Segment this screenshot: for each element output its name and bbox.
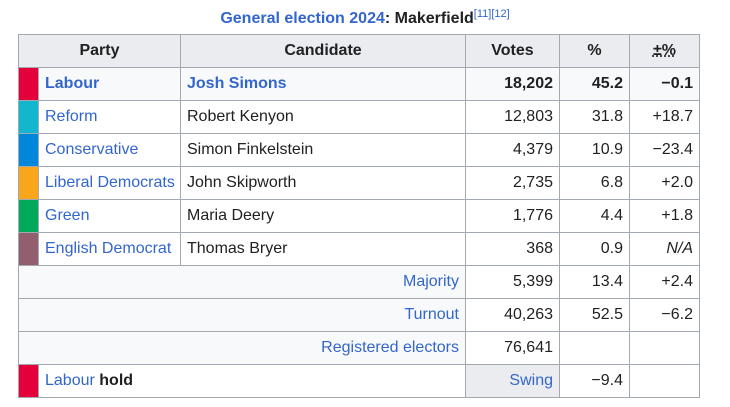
registered-percent-empty	[559, 331, 630, 365]
header-change: ±%	[629, 34, 700, 68]
party-link[interactable]: English Democrat	[38, 232, 181, 266]
majority-votes: 5,399	[465, 265, 560, 299]
party-color-swatch	[18, 100, 39, 134]
swing-value: −9.4	[559, 364, 630, 398]
candidate-name: Thomas Bryer	[180, 232, 466, 266]
majority-row: Majority 5,399 13.4 +2.4	[18, 265, 700, 299]
registered-change-empty	[629, 331, 700, 365]
turnout-change: −6.2	[629, 298, 700, 332]
swing-label[interactable]: Swing	[465, 364, 560, 398]
candidate-row: Green Maria Deery 1,776 4.4 +1.8	[18, 199, 700, 233]
party-color-swatch	[18, 133, 39, 167]
candidate-name: Maria Deery	[180, 199, 466, 233]
candidate-percent: 4.4	[559, 199, 630, 233]
candidate-name: Simon Finkelstein	[180, 133, 466, 167]
candidate-votes: 368	[465, 232, 560, 266]
election-results-table: Party Candidate Votes % ±% Labour Josh Si…	[18, 34, 700, 398]
header-candidate: Candidate	[180, 34, 466, 68]
party-color-swatch	[18, 199, 39, 233]
party-color-swatch	[18, 67, 39, 101]
candidate-change: +1.8	[629, 199, 700, 233]
registered-label[interactable]: Registered electors	[18, 331, 466, 365]
constituency-name: Makerfield	[394, 10, 474, 27]
party-link[interactable]: Green	[38, 199, 181, 233]
turnout-votes: 40,263	[465, 298, 560, 332]
party-link[interactable]: Labour	[38, 67, 181, 101]
candidate-row: Reform Robert Kenyon 12,803 31.8 +18.7	[18, 100, 700, 134]
result-party-color	[18, 364, 39, 398]
result-row: Labour hold Swing −9.4	[18, 364, 700, 398]
majority-label[interactable]: Majority	[18, 265, 466, 299]
turnout-percent: 52.5	[559, 298, 630, 332]
registered-row: Registered electors 76,641	[18, 331, 700, 365]
candidate-change: −23.4	[629, 133, 700, 167]
majority-change: +2.4	[629, 265, 700, 299]
turnout-row: Turnout 40,263 52.5 −6.2	[18, 298, 700, 332]
candidate-row: English Democrat Thomas Bryer 368 0.9 N/A	[18, 232, 700, 266]
party-link[interactable]: Conservative	[38, 133, 181, 167]
table-caption: General election 2024: Makerfield[11][12…	[0, 8, 730, 28]
header-percent: %	[559, 34, 630, 68]
candidate-change: −0.1	[629, 67, 700, 101]
candidate-votes: 18,202	[465, 67, 560, 101]
candidate-row: Labour Josh Simons 18,202 45.2 −0.1	[18, 67, 700, 101]
candidate-votes: 4,379	[465, 133, 560, 167]
result-text: Labour hold	[38, 364, 466, 398]
candidate-row: Conservative Simon Finkelstein 4,379 10.9 −2…	[18, 133, 700, 167]
candidate-name: John Skipworth	[180, 166, 466, 200]
candidate-percent: 6.8	[559, 166, 630, 200]
party-color-swatch	[18, 166, 39, 200]
turnout-label[interactable]: Turnout	[18, 298, 466, 332]
candidate-percent: 45.2	[559, 67, 630, 101]
result-party-link[interactable]: Labour	[45, 372, 95, 389]
candidate-name[interactable]: Josh Simons	[180, 67, 466, 101]
candidate-change: N/A	[629, 232, 700, 266]
swing-change-empty	[629, 364, 700, 398]
party-color-swatch	[18, 232, 39, 266]
majority-percent: 13.4	[559, 265, 630, 299]
candidate-name: Robert Kenyon	[180, 100, 466, 134]
election-link[interactable]: General election 2024	[220, 10, 385, 27]
candidate-percent: 31.8	[559, 100, 630, 134]
candidate-change: +18.7	[629, 100, 700, 134]
header-votes: Votes	[465, 34, 560, 68]
caption-separator: :	[384, 10, 395, 27]
candidate-votes: 12,803	[465, 100, 560, 134]
header-party: Party	[18, 34, 181, 68]
registered-votes: 76,641	[465, 331, 560, 365]
candidate-votes: 2,735	[465, 166, 560, 200]
party-link[interactable]: Reform	[38, 100, 181, 134]
candidate-percent: 0.9	[559, 232, 630, 266]
reference-links[interactable]: [11][12]	[473, 8, 510, 20]
candidate-row: Liberal Democrats John Skipworth 2,735 6.8 +…	[18, 166, 700, 200]
result-status: hold	[99, 372, 134, 389]
candidate-percent: 10.9	[559, 133, 630, 167]
candidate-votes: 1,776	[465, 199, 560, 233]
candidate-change: +2.0	[629, 166, 700, 200]
party-link[interactable]: Liberal Democrats	[38, 166, 181, 200]
header-row: Party Candidate Votes % ±%	[18, 34, 700, 68]
